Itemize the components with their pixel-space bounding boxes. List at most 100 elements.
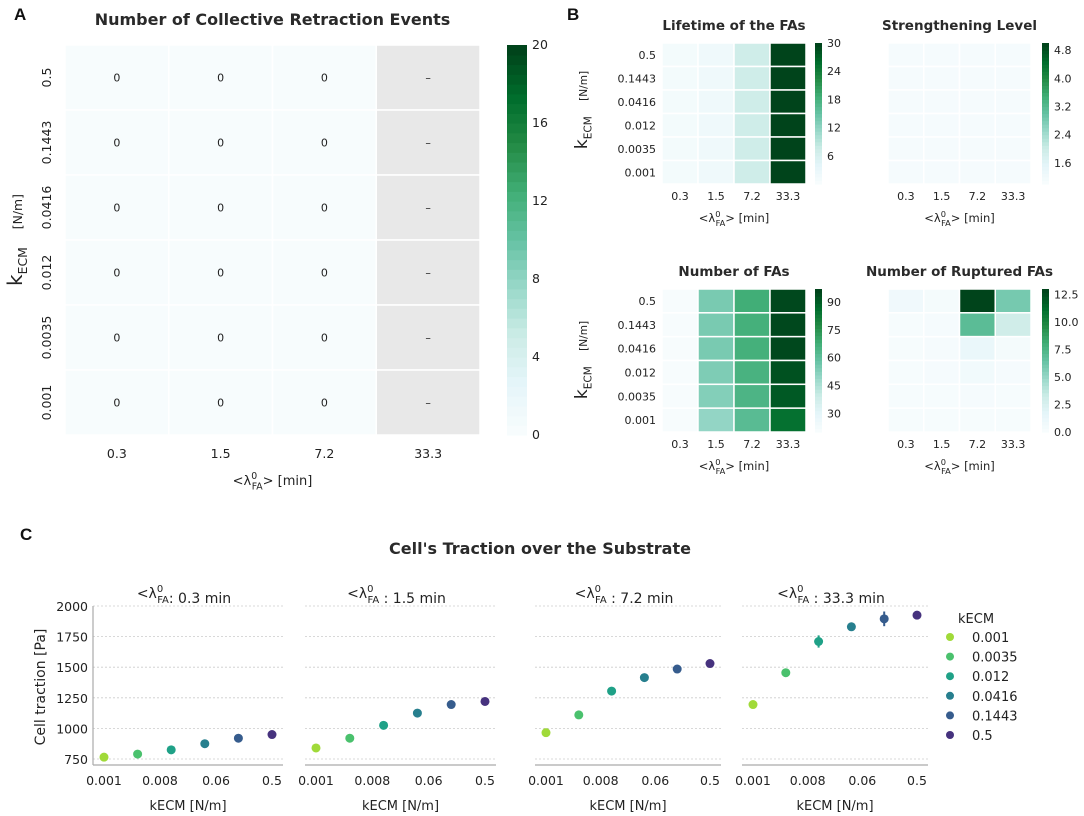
heatmap-cell	[994, 159, 1032, 185]
x-tick-label: 0.001	[86, 773, 122, 788]
heatmap-cell	[64, 44, 170, 111]
data-point	[879, 614, 889, 624]
axis-label-part: > [min]	[725, 459, 769, 473]
cell-value-label: 0	[321, 332, 328, 345]
colorbar-segment	[815, 396, 822, 401]
heatmap-cell	[994, 312, 1032, 338]
y-tick-label: 0.1443	[618, 72, 657, 85]
x-tick-label: 0.5	[475, 773, 495, 788]
x-tick-label: 7.2	[743, 190, 761, 203]
heatmap-cell	[958, 65, 996, 91]
colorbar-segment	[507, 249, 527, 261]
colorbar-segment	[815, 385, 822, 390]
colorbar-segment	[507, 269, 527, 280]
colorbar-tick-label: 6	[827, 150, 834, 163]
colorbar-segment	[1042, 92, 1049, 97]
colorbar-segment	[1042, 64, 1049, 69]
colorbar-segment	[1042, 385, 1049, 390]
heatmap-cell	[64, 174, 170, 241]
cell-value-label: 0	[217, 267, 224, 280]
heatmap-cell	[923, 383, 961, 409]
colorbar-segment	[1042, 421, 1049, 426]
colorbar-segment	[815, 180, 822, 185]
heatmap-cell	[769, 136, 807, 162]
colorbar-segment	[507, 152, 527, 163]
heatmap-cell	[769, 359, 807, 386]
colorbar-segment	[507, 415, 527, 426]
colorbar-segment	[1042, 389, 1049, 394]
axis-label-part: > [min]	[725, 211, 769, 225]
colorbar-segment	[815, 92, 822, 97]
colorbar-segment	[1042, 328, 1049, 333]
colorbar-segment	[507, 327, 527, 339]
colorbar-segment	[815, 120, 822, 125]
colorbar-tick-label: 12.5	[1054, 289, 1079, 302]
data-point	[480, 696, 490, 706]
axis-label-part: [N/m]	[578, 71, 590, 101]
title-part: 0	[595, 584, 601, 595]
colorbar-segment	[815, 169, 822, 175]
title-part: <λ	[575, 586, 595, 602]
colorbar-segment	[815, 131, 822, 136]
heatmap-cell	[697, 335, 735, 362]
heatmap-cell	[661, 407, 699, 433]
subplot-title: <λ0 FA : 1.5 min	[347, 584, 446, 607]
colorbar-segment	[815, 141, 822, 146]
x-axis-label: kECM [N/m]	[589, 799, 666, 814]
colorbar-segment	[815, 374, 822, 379]
y-tick-label: 2000	[56, 599, 88, 614]
heatmap-cell	[887, 359, 925, 386]
colorbar-segment	[1042, 148, 1049, 153]
colorbar-tick-label: 24	[827, 65, 841, 78]
axis-label-part: <λ	[924, 211, 941, 225]
colorbar-segment	[815, 356, 822, 362]
x-tick-label: 33.3	[776, 190, 801, 203]
title-part: : 1.5 min	[379, 591, 446, 607]
data-point	[379, 720, 389, 730]
heatmap-cell	[733, 65, 771, 91]
colorbar-segment	[1042, 403, 1049, 408]
colorbar-tick-label: 20	[532, 37, 548, 52]
x-tick-label: 0.3	[671, 438, 689, 451]
axis-label-part: FA	[716, 218, 726, 228]
data-point	[781, 668, 791, 678]
heatmap-cell	[64, 109, 170, 176]
cell-value-label: –	[425, 202, 431, 215]
heatmap-cell	[769, 312, 807, 338]
heatmap-cell	[733, 159, 771, 185]
heatmap-cell	[733, 335, 771, 362]
heatmap-cell	[923, 312, 961, 338]
x-tick-label: 33.3	[1001, 190, 1026, 203]
axis-label-part: ECM	[582, 116, 594, 139]
colorbar-segment	[1042, 378, 1049, 383]
panel-label-b: B	[567, 5, 579, 24]
heatmap-cell	[994, 42, 1032, 68]
heatmap-cell	[375, 369, 481, 436]
colorbar-segment	[815, 314, 822, 319]
colorbar-segment	[1042, 60, 1049, 65]
colorbar-segment	[815, 113, 822, 118]
colorbar-segment	[1042, 159, 1049, 164]
y-tick-label: 0.012	[625, 366, 657, 379]
data-point	[607, 686, 617, 696]
colorbar-segment	[1042, 120, 1049, 125]
heatmap-cell	[697, 159, 735, 185]
y-tick-label: 1250	[56, 691, 88, 706]
colorbar-segment	[507, 396, 527, 407]
cell-value-label: –	[425, 267, 431, 280]
colorbar-segment	[1042, 346, 1049, 351]
colorbar-segment	[507, 337, 527, 348]
subplot-title: <λ0 FA: 0.3 min	[137, 584, 231, 607]
panel-label-a: A	[14, 5, 26, 24]
colorbar-segment	[1042, 53, 1049, 58]
colorbar-segment	[815, 173, 822, 178]
x-tick-label: 0.06	[641, 773, 669, 788]
axis-label-part: <λ	[699, 459, 716, 473]
colorbar-segment	[1042, 414, 1049, 419]
data-point	[639, 673, 649, 683]
colorbar-segment	[1042, 356, 1049, 362]
x-tick-label: 7.2	[314, 446, 334, 461]
heatmap-cell	[697, 359, 735, 386]
title-part: <λ	[137, 586, 157, 602]
axis-label-part: [N/m]	[578, 321, 590, 351]
